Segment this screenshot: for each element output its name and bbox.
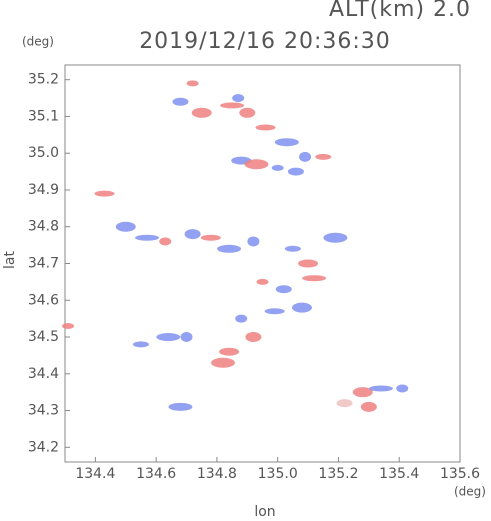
plot-frame: [64, 64, 461, 463]
echo-patch: [360, 401, 377, 412]
x-tick-label: 134.8: [197, 466, 237, 482]
echo-patch: [172, 97, 189, 106]
echo-patch: [323, 232, 348, 243]
x-tick-label: 135.0: [258, 466, 298, 482]
echo-patch: [94, 190, 115, 197]
y-tick-label: 34.9: [28, 182, 59, 198]
echo-patch: [336, 399, 353, 408]
echo-patch: [232, 94, 245, 103]
echo-patch: [256, 278, 269, 285]
y-tick-label: 34.4: [28, 366, 59, 382]
y-axis-label: lat: [2, 251, 18, 269]
echo-patch: [396, 384, 409, 393]
echo-patch: [62, 322, 75, 329]
x-tick-label: 134.6: [136, 466, 176, 482]
echo-patch: [217, 244, 242, 253]
x-tick-label: 135.2: [318, 466, 358, 482]
echo-patch: [292, 302, 312, 313]
echo-patch: [180, 332, 193, 343]
echo-patch: [220, 102, 245, 109]
echo-patch: [245, 332, 262, 343]
y-tick-label: 34.5: [28, 329, 59, 345]
echo-patch: [287, 167, 304, 176]
echo-patch: [235, 314, 248, 323]
x-tick-label: 134.4: [75, 466, 115, 482]
y-tick-label: 34.7: [28, 256, 59, 272]
echo-patch: [156, 333, 181, 342]
y-tick-label: 34.2: [28, 439, 59, 455]
echo-patch: [115, 221, 136, 232]
y-tick-label: 34.8: [28, 219, 59, 235]
x-tick-label: 135.6: [440, 466, 480, 482]
echo-patch: [275, 285, 292, 294]
y-tick-label: 35.0: [28, 145, 59, 161]
echo-patch: [315, 153, 332, 160]
x-tick-label: 135.4: [379, 466, 419, 482]
chart-title: 2019/12/16 20:36:30: [139, 29, 391, 54]
echo-patch: [200, 234, 221, 241]
echo-patch: [247, 236, 260, 247]
echo-patch: [271, 164, 284, 171]
echo-patch: [352, 387, 373, 398]
echo-patch: [284, 245, 301, 252]
echo-patch: [132, 341, 149, 348]
y-tick-label: 34.6: [28, 292, 59, 308]
echo-patch: [159, 237, 172, 246]
y-tick-label: 34.3: [28, 403, 59, 419]
echo-patch: [219, 347, 240, 356]
y-tick-label: 35.2: [28, 72, 59, 88]
echo-patch: [135, 234, 160, 241]
echo-patch: [299, 151, 312, 162]
y-tick-label: 35.1: [28, 108, 59, 124]
x-axis-label: lon: [254, 504, 275, 520]
echo-patch: [211, 357, 235, 368]
x-unit: (deg): [454, 485, 486, 499]
echo-patch: [274, 138, 299, 147]
echo-patch: [264, 308, 285, 315]
echo-patch: [302, 275, 327, 282]
y-unit: (deg): [22, 35, 54, 49]
echo-patch: [255, 124, 276, 131]
echo-patch: [184, 229, 201, 240]
echo-patch: [244, 159, 269, 170]
echo-patch: [298, 259, 319, 268]
echo-patch: [168, 402, 193, 411]
echo-patch: [191, 107, 212, 118]
altitude-label: ALT(km) 2.0: [329, 0, 471, 22]
echo-patch: [369, 385, 393, 392]
echo-patch: [239, 107, 256, 118]
echo-patch: [186, 80, 199, 87]
